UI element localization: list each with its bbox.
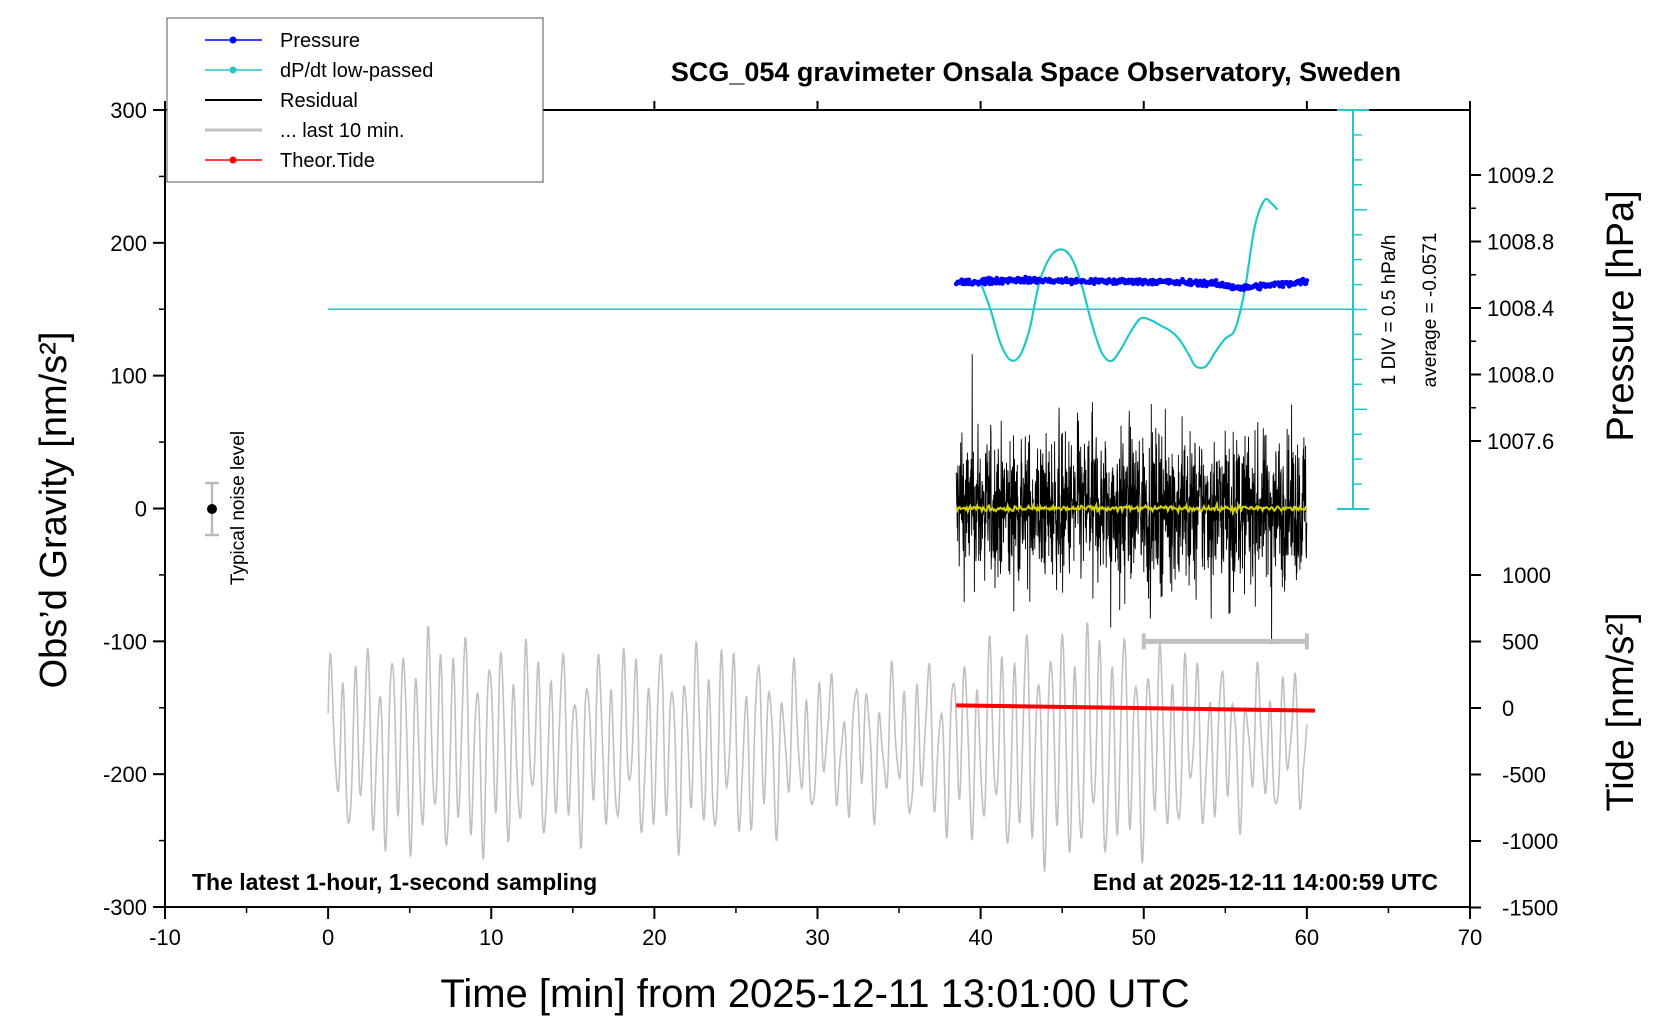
x-tick-label: 60: [1295, 925, 1319, 950]
series-layer: [327, 197, 1356, 872]
legend: Pressure dP/dt low-passed Residual ... l…: [166, 17, 544, 183]
pressure-tick-label: 1008.4: [1487, 296, 1554, 321]
y-axis-left: -300 -200 -100 0 100 200 300: [103, 98, 165, 920]
x-tick-label: 50: [1132, 925, 1156, 950]
tide-tick-label: -1500: [1502, 896, 1558, 921]
dpdt-scale-bar: [1337, 109, 1369, 510]
legend-label-last10: ... last 10 min.: [280, 120, 405, 142]
y-tick-label: 0: [135, 497, 147, 522]
x-tick-label: 20: [642, 925, 666, 950]
y-axis-label-tide: Tide [nm/s²]: [1600, 612, 1642, 811]
tide-tick-label: -1000: [1502, 829, 1558, 854]
pressure-tick-label: 1009.2: [1487, 163, 1554, 188]
chart-title: SCG_054 gravimeter Onsala Space Observat…: [671, 57, 1401, 87]
tide-tick-label: 0: [1502, 696, 1514, 721]
tide-tick-label: 500: [1502, 630, 1539, 655]
pressure-tick-label: 1008.0: [1487, 363, 1554, 388]
tide-axis: 1000 500 0 -500 -1000 -1500: [1470, 563, 1558, 921]
legend-label-residual: Residual: [280, 90, 358, 112]
y-tick-label: -200: [103, 762, 147, 787]
x-tick-label: 0: [322, 925, 334, 950]
pressure-tick-label: 1007.6: [1487, 429, 1554, 454]
y-tick-label: -100: [103, 629, 147, 654]
legend-marker-tide: [229, 156, 237, 164]
dpdt-average-label: average = -0.0571: [1420, 233, 1441, 388]
y-axis-label-pressure: Pressure [hPa]: [1600, 190, 1642, 441]
dpdt-line: [979, 197, 1279, 370]
y-tick-label: -300: [103, 895, 147, 920]
noise-dot: [207, 504, 217, 514]
x-axis-label: Time [min] from 2025-12-11 13:01:00 UTC: [440, 972, 1189, 1016]
x-tick-label: 30: [805, 925, 829, 950]
residual-line: [955, 354, 1308, 645]
x-tick-label: -10: [149, 925, 181, 950]
legend-label-dpdt: dP/dt low-passed: [280, 60, 433, 82]
y-tick-label: 300: [110, 98, 147, 123]
legend-marker-pressure: [229, 36, 237, 44]
y-tick-label: 100: [110, 364, 147, 389]
bottom-left-note: The latest 1-hour, 1-second sampling: [192, 869, 597, 895]
tide-tick-label: -500: [1502, 763, 1546, 788]
x-axis: -10 0 10 20 30 40 50 60 70: [149, 101, 1482, 950]
x-tick-label: 10: [479, 925, 503, 950]
residual-smooth-line: [955, 500, 1308, 516]
x-tick-label: 70: [1458, 925, 1482, 950]
dpdt-scale-label: 1 DIV = 0.5 hPa/h: [1379, 235, 1400, 386]
legend-marker-dpdt: [229, 66, 237, 74]
bottom-right-note: End at 2025-12-11 14:00:59 UTC: [1093, 869, 1438, 895]
pressure-axis: 1009.2 1008.8 1008.4 1008.0 1007.6: [1470, 163, 1554, 454]
gray-trace: [327, 622, 1308, 872]
y-axis-label-left: Obs’d Gravity [nm/s²]: [33, 332, 75, 689]
tide-line: [956, 703, 1316, 713]
tide-tick-label: 1000: [1502, 563, 1551, 588]
x-tick-label: 40: [968, 925, 992, 950]
y-tick-label: 200: [110, 231, 147, 256]
pressure-tick-label: 1008.8: [1487, 230, 1554, 255]
legend-label-pressure: Pressure: [280, 30, 360, 52]
legend-label-tide: Theor.Tide: [280, 150, 375, 172]
noise-level-indicator: [205, 481, 219, 537]
noise-label: Typical noise level: [228, 431, 249, 585]
pressure-line: [955, 276, 1308, 291]
